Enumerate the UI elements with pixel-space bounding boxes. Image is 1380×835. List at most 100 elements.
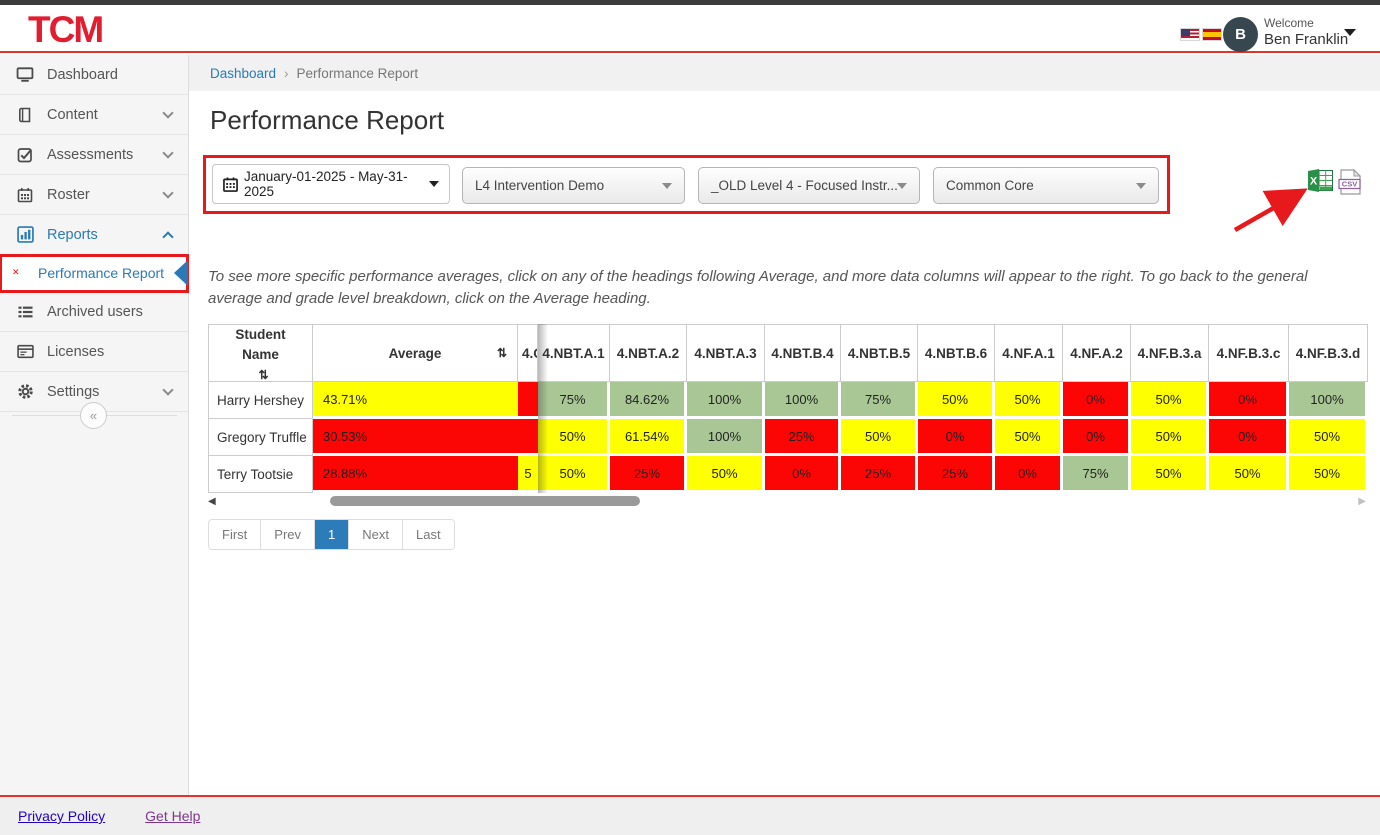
sidebar-item-dashboard[interactable]: Dashboard	[0, 55, 188, 95]
column-header-4.nf.a.2[interactable]: 4.NF.A.2	[1063, 324, 1131, 382]
table-row: Terry Tootsie 28.88% 5 50% 25% 50% 0% 25% 25% 0% 7…	[208, 456, 1370, 493]
column-header-clipped[interactable]: 4.O	[518, 324, 538, 382]
calendar-icon	[223, 176, 238, 192]
score-cell: 50%	[1289, 419, 1368, 456]
breadcrumb-current: Performance Report	[296, 65, 419, 81]
sidebar-item-performance-report[interactable]: ✕ Performance Report	[0, 254, 189, 293]
column-header-4.nbt.a.3[interactable]: 4.NBT.A.3	[687, 324, 765, 382]
column-header-4.nbt.b.6[interactable]: 4.NBT.B.6	[918, 324, 995, 382]
chevron-down-icon	[162, 106, 174, 119]
column-header-4.nf.a.1[interactable]: 4.NF.A.1	[995, 324, 1063, 382]
scrollbar-thumb[interactable]	[330, 496, 640, 506]
csv-export-icon[interactable]: CSV	[1338, 168, 1362, 200]
sidebar-item-assessments[interactable]: Assessments	[0, 135, 188, 175]
sidebar-item-licenses[interactable]: Licenses	[0, 332, 188, 372]
tcm-logo[interactable]: TCM	[28, 9, 104, 50]
standards-select[interactable]: Common Core	[933, 167, 1159, 204]
sidebar-item-label: Dashboard	[47, 66, 118, 83]
calendar-icon	[15, 186, 35, 203]
score-cell: 50%	[1289, 456, 1368, 493]
horizontal-scrollbar: ◀ ▶	[208, 495, 1370, 509]
chevron-up-icon	[162, 230, 174, 243]
footer: Privacy Policy Get Help	[0, 795, 1380, 835]
spain-flag-icon[interactable]	[1202, 28, 1222, 41]
score-cell: 25%	[841, 456, 918, 493]
score-cell: 50%	[841, 419, 918, 456]
average-cell: 43.71%	[313, 382, 518, 419]
page-title: Performance Report	[210, 105, 445, 135]
column-header-4.nf.b.3.d[interactable]: 4.NF.B.3.d	[1289, 324, 1368, 382]
date-range-picker[interactable]: January-01-2025 - May-31-2025	[212, 164, 450, 204]
sidebar-item-archived-users[interactable]: Archived users	[0, 292, 188, 332]
column-header-4.nbt.a.1[interactable]: 4.NBT.A.1	[538, 324, 610, 382]
book-icon	[15, 106, 35, 123]
student-name-cell: Harry Hershey	[208, 382, 313, 419]
score-cell: 50%	[687, 456, 765, 493]
privacy-policy-link[interactable]: Privacy Policy	[18, 808, 106, 824]
welcome-block[interactable]: Welcome Ben Franklin	[1264, 16, 1348, 50]
user-menu-caret-icon[interactable]	[1344, 29, 1356, 36]
chevron-down-icon	[162, 186, 174, 199]
score-cell: 50%	[1209, 456, 1289, 493]
clipped-cell	[518, 419, 538, 456]
card-icon	[15, 343, 35, 360]
score-cell: 0%	[995, 456, 1063, 493]
us-flag-icon[interactable]	[1180, 28, 1200, 41]
score-cell: 25%	[918, 456, 995, 493]
sidebar-item-label: Roster	[47, 186, 90, 203]
score-cell: 50%	[1131, 419, 1209, 456]
sidebar-item-label: Assessments	[47, 146, 134, 163]
user-name: Ben Franklin	[1264, 31, 1349, 48]
annotation-red-arrow	[1233, 188, 1308, 232]
group-select[interactable]: L4 Intervention Demo	[462, 167, 685, 204]
get-help-link[interactable]: Get Help	[145, 808, 201, 824]
monitor-icon	[15, 66, 35, 83]
score-cell: 0%	[1209, 382, 1289, 419]
score-cell: 25%	[610, 456, 687, 493]
score-cell: 0%	[918, 419, 995, 456]
clipped-cell	[518, 382, 538, 419]
avatar[interactable]: B	[1223, 17, 1258, 52]
column-header-4.nbt.b.4[interactable]: 4.NBT.B.4	[765, 324, 841, 382]
column-header-4.nbt.b.5[interactable]: 4.NBT.B.5	[841, 324, 918, 382]
main-content: Dashboard › Performance Report Performan…	[189, 55, 1380, 797]
pagination-last-button[interactable]: Last	[402, 520, 454, 549]
average-cell: 28.88%	[313, 456, 518, 493]
pagination-page-1-button[interactable]: 1	[315, 520, 350, 549]
score-cell: 0%	[1063, 419, 1131, 456]
pagination-first-button[interactable]: First	[209, 520, 262, 549]
sidebar: Dashboard Content Assessments Roster	[0, 55, 189, 797]
sort-icon: ⇅	[258, 367, 269, 382]
column-header-4.nf.b.3.a[interactable]: 4.NF.B.3.a	[1131, 324, 1209, 382]
sidebar-item-reports[interactable]: Reports	[0, 215, 188, 255]
breadcrumb-dashboard-link[interactable]: Dashboard	[210, 65, 277, 81]
performance-table: Student Name⇅ Average⇅ 4.O 4.NBT.A.14.NB…	[208, 324, 1370, 493]
sidebar-item-label: Content	[47, 106, 98, 123]
column-header-student-name[interactable]: Student Name ⇅	[208, 324, 313, 382]
scroll-right-arrow-icon[interactable]: ▶	[1358, 496, 1366, 507]
table-header-row: Student Name⇅ Average⇅ 4.O 4.NBT.A.14.NB…	[208, 324, 1370, 382]
score-cell: 0%	[1209, 419, 1289, 456]
student-name-cell: Gregory Truffle	[208, 419, 313, 456]
column-header-4.nf.b.3.c[interactable]: 4.NF.B.3.c	[1209, 324, 1289, 382]
scroll-left-arrow-icon[interactable]: ◀	[208, 496, 216, 507]
sidebar-item-label: Licenses	[47, 343, 105, 360]
pagination-prev-button[interactable]: Prev	[261, 520, 316, 549]
sidebar-item-content[interactable]: Content	[0, 95, 188, 135]
score-cell: 100%	[765, 382, 841, 419]
column-header-average[interactable]: Average ⇅	[313, 324, 518, 382]
score-cell: 100%	[1289, 382, 1368, 419]
score-cell: 50%	[995, 419, 1063, 456]
course-select[interactable]: _OLD Level 4 - Focused Instr...	[698, 167, 920, 204]
chevron-down-icon	[162, 383, 174, 396]
group-select-value: L4 Intervention Demo	[475, 178, 605, 193]
column-header-4.nbt.a.2[interactable]: 4.NBT.A.2	[610, 324, 687, 382]
breadcrumb: Dashboard › Performance Report	[189, 55, 1380, 91]
pagination-next-button[interactable]: Next	[349, 520, 403, 549]
score-cell: 100%	[687, 419, 765, 456]
score-cell: 50%	[918, 382, 995, 419]
sidebar-collapse-button[interactable]: «	[80, 402, 107, 429]
excel-export-icon[interactable]: X	[1307, 168, 1334, 198]
sidebar-item-roster[interactable]: Roster	[0, 175, 188, 215]
course-select-value: _OLD Level 4 - Focused Instr...	[711, 178, 898, 193]
